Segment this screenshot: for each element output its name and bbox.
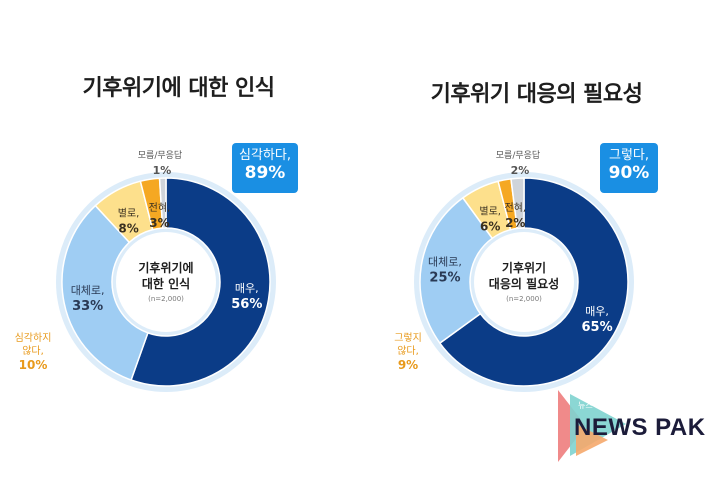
slice-value: 56% [231,297,262,312]
center-label-line: 대응의 필요성 [489,276,559,291]
slice-value: 8% [118,221,138,235]
donut-slice [419,196,494,345]
slice-value: 33% [72,299,103,314]
center-label-line: 대한 인식 [142,276,190,291]
outside-label-line: 심각하지 [14,333,52,344]
slice-value: 3% [149,216,169,230]
center-sample-size: (n=2,000) [148,295,184,303]
center-sample-size: (n=2,000) [506,295,542,303]
callout-label: 심각하다, [239,148,291,163]
callout-value: 89% [244,162,286,183]
outside-label: 심각하지 않다, 10% [8,333,58,373]
outside-label-value: 10% [18,358,48,372]
outside-label-line: 그렇지 [394,333,422,344]
chart-panel-awareness: 기후위기에 대한 인식 기후위기에 대한 인식 (n=2,000) 매우, 56% 대체로… [0,0,357,477]
slice-value: 2% [511,164,530,177]
watermark-text: NEWS PAK [574,414,706,441]
slice-label: 매우, [235,282,259,295]
slice-label: 전혀, [504,202,526,214]
slice-value: 25% [429,270,460,285]
slice-label: 별로, [118,207,140,219]
center-label-line: 기후위기에 [138,260,193,275]
slice-label: 별로, [479,206,501,218]
donut-slice [510,177,525,230]
chart-title: 기후위기 대응의 필요성 [430,82,643,107]
slice-label: 매우, [585,305,609,318]
callout-badge: 심각하다, 89% [232,143,298,193]
donut-slice [130,177,271,387]
slice-label: 모름/무응답 [138,149,182,161]
donut-center [474,232,574,332]
slice-value: 65% [582,320,613,335]
outside-label: 그렇지 않다, 9% [386,333,430,373]
slice-value: 2% [505,216,525,230]
donut-slice [438,177,629,387]
slice-label: 대체로, [428,255,462,268]
outside-label-value: 9% [397,358,419,372]
outside-label-line: 않다, [397,345,419,357]
donut-slice [158,177,167,229]
outside-label-line: 않다, [22,345,44,357]
donut-center [116,232,216,332]
callout-value: 90% [608,162,650,183]
slice-label: 전혀, [149,202,171,214]
slice-label: 모름/무응답 [496,149,540,161]
chart-title: 기후위기에 대한 인식 [82,76,275,101]
slice-value: 6% [480,220,500,234]
callout-label: 그렇다, [608,148,649,163]
slice-value: 1% [153,164,172,177]
watermark-small-text: 뉴스팩 [578,401,601,410]
chart-panel-necessity: 기후위기 대응의 필요성 기후위기 대응의 필요성 (n=2,000) 매우, 65% 대… [358,0,715,477]
newspak-logo-icon [558,390,626,462]
donut-slice [61,204,149,381]
slice-label: 대체로, [71,284,105,297]
callout-badge: 그렇다, 90% [600,143,658,193]
center-label-line: 기후위기 [502,260,546,275]
